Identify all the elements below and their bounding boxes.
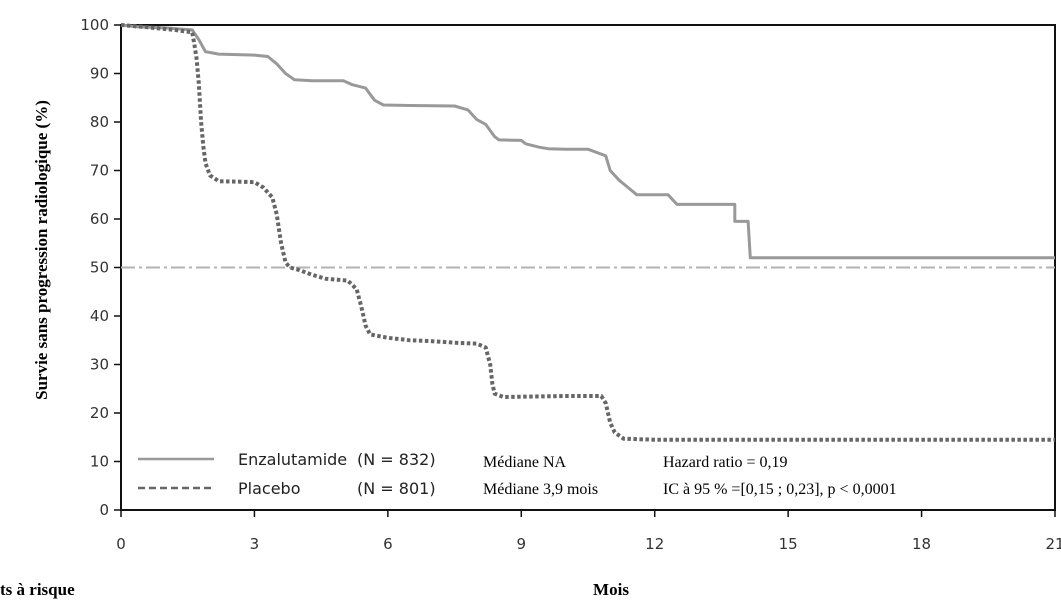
x-axis: 0 3 6 9 12 15 18 21	[116, 510, 1061, 553]
legend-n-placebo: (N = 801)	[357, 479, 436, 498]
y-tick-label: 50	[90, 259, 109, 277]
y-axis-title: Survie sans progression radiologique (%)	[32, 100, 51, 400]
y-tick-label: 90	[90, 65, 109, 83]
risk-table-label: ts à risque	[0, 580, 75, 599]
x-tick-label: 6	[383, 535, 393, 553]
y-tick-label: 60	[90, 210, 109, 228]
y-tick-label: 20	[90, 404, 109, 422]
x-tick-label: 21	[1045, 535, 1061, 553]
y-axis: 0 10 20 30 40 50 60 70 80 90 100	[80, 16, 121, 519]
legend-median-enzalutamide: Médiane NA	[483, 454, 567, 471]
legend: Enzalutamide (N = 832) Médiane NA Placeb…	[138, 450, 897, 498]
x-axis-title: Mois	[593, 580, 629, 599]
y-tick-label: 40	[90, 307, 109, 325]
hazard-ratio-text: Hazard ratio = 0,19	[663, 454, 788, 471]
series-line-enzalutamide	[120, 23, 1055, 260]
legend-label-enzalutamide: Enzalutamide	[238, 450, 347, 469]
confidence-interval-text: IC à 95 % =[0,15 ; 0,23], p < 0,0001	[663, 481, 897, 498]
survival-curves	[120, 23, 1055, 442]
x-tick-label: 3	[250, 535, 260, 553]
y-tick-label: 10	[90, 453, 109, 471]
x-tick-label: 18	[912, 535, 931, 553]
y-tick-label: 100	[80, 16, 109, 34]
y-tick-label: 30	[90, 356, 109, 374]
y-tick-label: 80	[90, 113, 109, 131]
x-tick-label: 12	[645, 535, 664, 553]
legend-n-enzalutamide: (N = 832)	[357, 450, 436, 469]
x-tick-label: 0	[116, 535, 126, 553]
legend-median-placebo: Médiane 3,9 mois	[483, 481, 598, 498]
y-tick-label: 0	[99, 501, 109, 519]
x-tick-label: 9	[517, 535, 527, 553]
y-tick-label: 70	[90, 162, 109, 180]
legend-label-placebo: Placebo	[238, 479, 300, 498]
series-line-placebo	[120, 23, 1055, 442]
x-tick-label: 15	[779, 535, 798, 553]
